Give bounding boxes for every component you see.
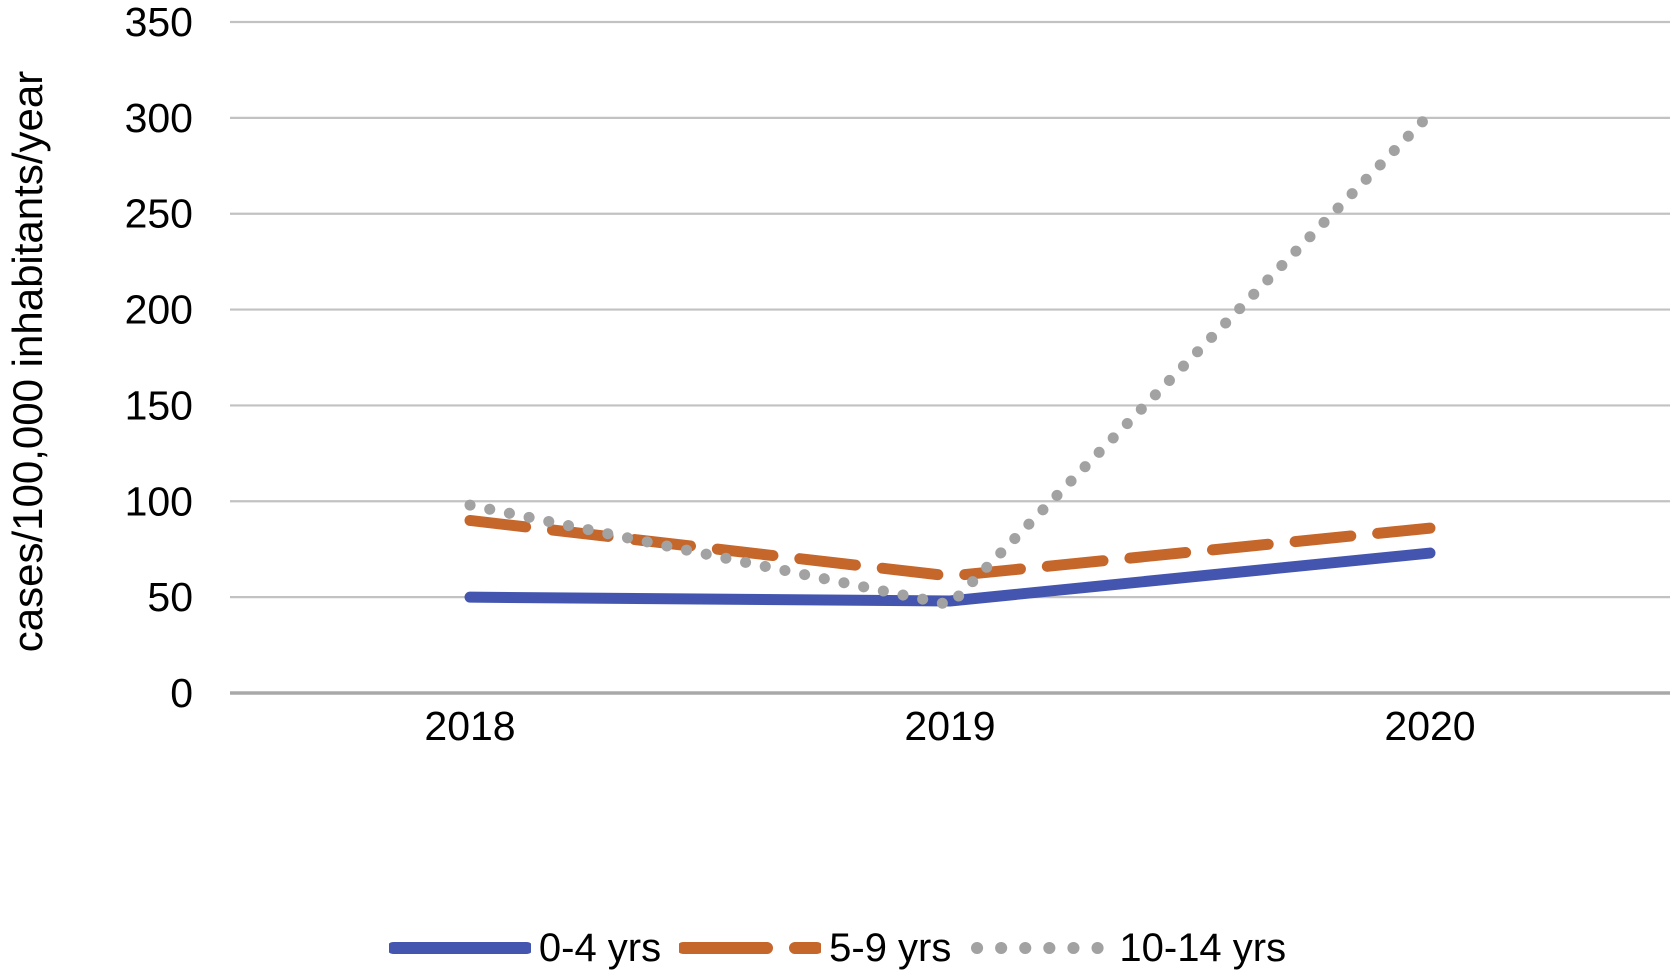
y-tick-label: 100 (125, 478, 193, 524)
x-tick-label: 2018 (424, 703, 515, 749)
legend-label: 5-9 yrs (829, 925, 952, 970)
legend-swatch-dashed-line-icon (679, 941, 822, 954)
x-tick-label: 2020 (1384, 703, 1475, 749)
legend-swatch-solid-line-icon (388, 941, 531, 954)
y-tick-label: 350 (125, 0, 193, 45)
chart-canvas: 0 50 100 150 200 250 300 350 2018 2019 2020 cases/1… (4, 0, 1670, 749)
y-tick-label: 250 (125, 191, 193, 237)
y-tick-label: 0 (170, 670, 193, 716)
chart-legend: 0-4 yrs 5-9 yrs 10-14 yrs (0, 918, 1675, 977)
y-tick-label: 150 (125, 382, 193, 428)
y-tick-label: 300 (125, 95, 193, 141)
y-tick-label: 50 (147, 574, 193, 620)
y-axis-title: cases/100,000 inhabitants/year (4, 71, 51, 652)
legend-label: 0-4 yrs (538, 925, 662, 970)
x-tick-label: 2019 (904, 703, 995, 749)
legend-item-0-4-yrs: 0-4 yrs (388, 925, 662, 970)
legend-swatch-dotted-line-icon (971, 941, 1110, 954)
legend-label: 10-14 yrs (1119, 925, 1287, 970)
y-tick-label: 200 (125, 287, 193, 333)
legend-item-10-14-yrs: 10-14 yrs (969, 928, 1286, 968)
legend-item-5-9-yrs: 5-9 yrs (679, 928, 951, 968)
series-line-dotted (464, 108, 1436, 611)
series-line-solid (464, 547, 1436, 607)
